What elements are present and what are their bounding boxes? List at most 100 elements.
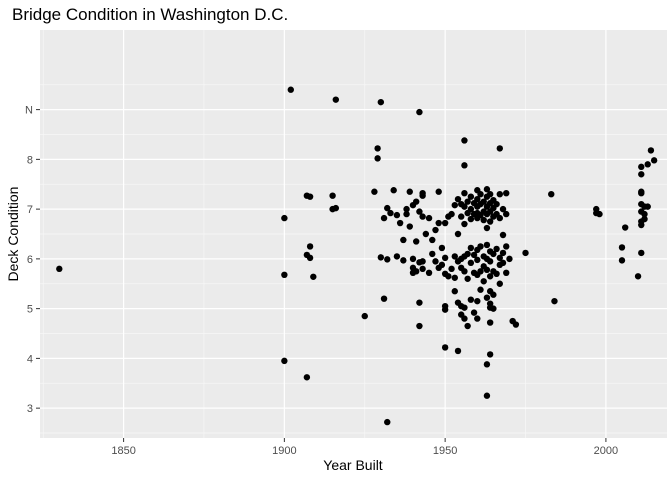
data-point [403, 210, 410, 218]
data-point [413, 268, 420, 275]
data-point [419, 213, 426, 220]
data-point [548, 190, 555, 198]
data-point [451, 253, 458, 260]
data-point [361, 312, 368, 320]
data-point [393, 253, 401, 260]
data-point [403, 205, 410, 213]
data-point [503, 190, 510, 197]
x-tick-label: 1950 [433, 445, 457, 457]
data-point [306, 243, 314, 250]
data-point [432, 226, 439, 234]
data-point [486, 273, 494, 280]
data-point [483, 361, 491, 368]
data-point [454, 347, 462, 355]
data-point [400, 257, 407, 264]
data-point [464, 250, 471, 258]
y-tick-label: N [25, 105, 33, 117]
data-point [413, 238, 420, 245]
data-point [486, 351, 494, 358]
data-point [638, 221, 645, 229]
data-point [551, 297, 558, 305]
data-point [499, 205, 507, 213]
data-point [474, 195, 481, 203]
data-point [467, 193, 475, 200]
data-point [493, 270, 500, 278]
data-point [647, 147, 655, 154]
data-point [435, 219, 442, 227]
data-point [638, 171, 645, 178]
data-point [384, 204, 391, 212]
data-point [419, 192, 426, 199]
data-point [477, 243, 484, 250]
data-point [441, 254, 449, 262]
data-point [486, 258, 494, 265]
data-point [461, 268, 468, 275]
data-point [310, 273, 317, 280]
data-point [483, 392, 491, 399]
data-point [496, 254, 503, 262]
data-point [461, 190, 468, 197]
data-point [281, 357, 288, 365]
data-point [332, 96, 340, 103]
data-point [406, 188, 413, 195]
y-axis-title: Deck Condition [5, 187, 21, 282]
data-point [622, 224, 629, 231]
data-point [522, 249, 529, 257]
data-point [306, 254, 314, 262]
data-point [483, 266, 491, 274]
data-point [638, 163, 645, 171]
data-point [393, 211, 401, 219]
data-point [461, 203, 468, 210]
data-point [464, 322, 471, 330]
data-point [464, 198, 471, 205]
data-point [435, 188, 442, 195]
data-point [451, 288, 458, 295]
data-point [425, 269, 433, 277]
data-point [454, 195, 462, 203]
data-point [467, 215, 475, 223]
data-point [387, 209, 394, 217]
data-point [496, 214, 503, 222]
data-point [461, 304, 468, 311]
data-point [416, 208, 423, 215]
minor-gridlines [40, 30, 667, 438]
data-point [496, 145, 503, 152]
data-point [374, 155, 381, 162]
data-point [493, 200, 500, 208]
data-point [445, 273, 452, 280]
data-point [490, 291, 497, 298]
data-point [448, 265, 455, 273]
data-point [432, 258, 439, 265]
chart-title: Bridge Condition in Washington D.C. [12, 5, 288, 24]
data-point [441, 344, 449, 351]
data-point [503, 269, 510, 277]
data-point [596, 210, 603, 218]
data-point [422, 230, 430, 238]
data-point [438, 244, 446, 252]
data-point [644, 203, 651, 210]
data-point [464, 275, 471, 282]
data-point [493, 245, 500, 253]
data-point [499, 249, 507, 257]
data-point [483, 294, 491, 301]
data-point [480, 198, 487, 205]
data-point [477, 190, 484, 198]
data-point [467, 259, 475, 267]
x-tick-label: 2000 [594, 445, 618, 457]
data-point [303, 374, 311, 381]
data-point [438, 261, 446, 269]
x-axis-title: Year Built [323, 457, 383, 473]
data-point [281, 271, 288, 278]
data-point [490, 305, 497, 312]
data-point [390, 187, 397, 194]
data-point [461, 220, 468, 228]
data-point [377, 98, 385, 106]
data-point [287, 86, 294, 93]
data-point [332, 204, 340, 212]
data-point [448, 210, 455, 218]
data-point [638, 190, 645, 197]
data-point [480, 278, 487, 285]
y-tick-label: 8 [27, 154, 33, 166]
data-point [467, 296, 475, 303]
data-point [429, 250, 436, 258]
